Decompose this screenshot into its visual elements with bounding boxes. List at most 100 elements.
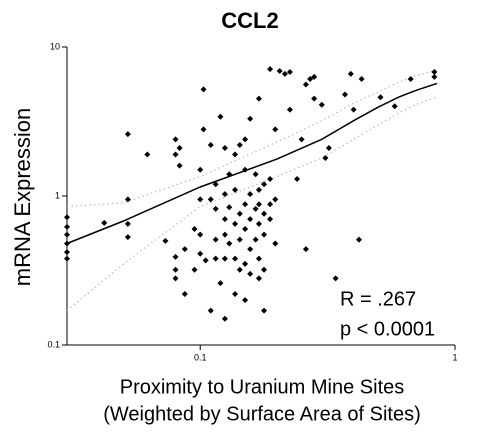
data-point: [217, 113, 224, 120]
data-point: [267, 176, 274, 183]
data-point: [200, 126, 207, 133]
data-point: [226, 204, 233, 211]
data-point: [232, 255, 239, 262]
data-point: [232, 186, 239, 193]
data-point: [236, 236, 243, 243]
data-point: [252, 236, 259, 243]
data-point: [358, 75, 365, 82]
data-point: [286, 106, 293, 113]
data-point: [172, 266, 179, 273]
y-axis-label: mRNA Expression: [10, 108, 35, 287]
data-point: [281, 70, 288, 77]
data-point: [221, 255, 228, 262]
data-point: [255, 95, 262, 102]
data-point: [64, 249, 70, 256]
data-point: [172, 253, 179, 260]
data-point: [207, 141, 214, 148]
data-point: [162, 237, 169, 244]
annotation: R = .267: [340, 288, 416, 310]
data-point: [221, 191, 228, 198]
data-point: [332, 275, 339, 282]
x-axis-label: (Weighted by Surface Area of Sites): [103, 403, 421, 425]
data-point: [302, 81, 309, 88]
data-point: [181, 246, 188, 253]
data-point: [298, 136, 305, 143]
data-point: [431, 68, 438, 75]
data-point: [64, 223, 70, 230]
data-point: [407, 75, 414, 82]
data-point: [294, 176, 301, 183]
data-point: [221, 231, 228, 238]
data-point: [176, 162, 183, 169]
x-tick-label: 0.1: [194, 352, 207, 362]
data-point: [176, 144, 183, 151]
data-point: [191, 226, 198, 233]
data-point: [276, 68, 283, 75]
y-tick-label: 1: [55, 190, 60, 200]
data-point: [236, 141, 243, 148]
data-point: [236, 210, 243, 217]
data-point: [272, 196, 279, 203]
confidence-band: [66, 69, 438, 208]
data-point: [200, 86, 207, 93]
data-point: [255, 255, 262, 262]
data-point: [261, 181, 268, 188]
data-point: [191, 266, 198, 273]
data-point: [252, 171, 259, 178]
data-point: [255, 186, 262, 193]
data-point: [431, 73, 438, 80]
data-point: [261, 266, 268, 273]
data-point: [207, 307, 214, 314]
y-tick-label: 0.1: [47, 339, 60, 349]
data-point: [267, 216, 274, 223]
data-point: [197, 250, 204, 257]
data-point: [236, 266, 243, 273]
data-point: [377, 94, 384, 101]
data-point: [197, 231, 204, 238]
data-point: [242, 136, 249, 143]
data-point: [172, 136, 179, 143]
annotation: p < 0.0001: [340, 318, 435, 340]
data-point: [124, 220, 131, 227]
data-point: [302, 246, 309, 253]
data-point: [267, 66, 274, 73]
data-point: [318, 101, 325, 108]
data-point: [242, 201, 249, 208]
data-point: [221, 216, 228, 223]
data-point: [221, 144, 228, 151]
data-point: [101, 219, 108, 226]
data-point: [207, 196, 214, 203]
data-point: [232, 290, 239, 297]
data-point: [226, 240, 233, 247]
data-point: [232, 151, 239, 158]
data-point: [261, 307, 268, 314]
data-point: [202, 257, 209, 264]
data-point: [347, 70, 354, 77]
data-point: [252, 205, 259, 212]
data-point: [242, 226, 249, 233]
y-tick-label: 10: [50, 41, 60, 51]
data-point: [212, 236, 219, 243]
data-point: [124, 131, 131, 138]
data-point: [197, 196, 204, 203]
data-point: [212, 181, 219, 188]
data-point: [242, 297, 249, 304]
data-point: [325, 144, 332, 151]
data-point: [226, 171, 233, 178]
data-point: [255, 201, 262, 208]
data-point: [212, 255, 219, 262]
data-point: [247, 246, 254, 253]
data-point: [255, 275, 262, 282]
data-point: [247, 270, 254, 277]
data-point: [247, 216, 254, 223]
data-point: [255, 220, 262, 227]
data-point: [144, 151, 151, 158]
fit-line: [66, 82, 438, 245]
data-point: [307, 75, 314, 82]
data-point: [261, 231, 268, 238]
data-point: [350, 106, 357, 113]
data-point: [217, 280, 224, 287]
data-point: [124, 196, 131, 203]
